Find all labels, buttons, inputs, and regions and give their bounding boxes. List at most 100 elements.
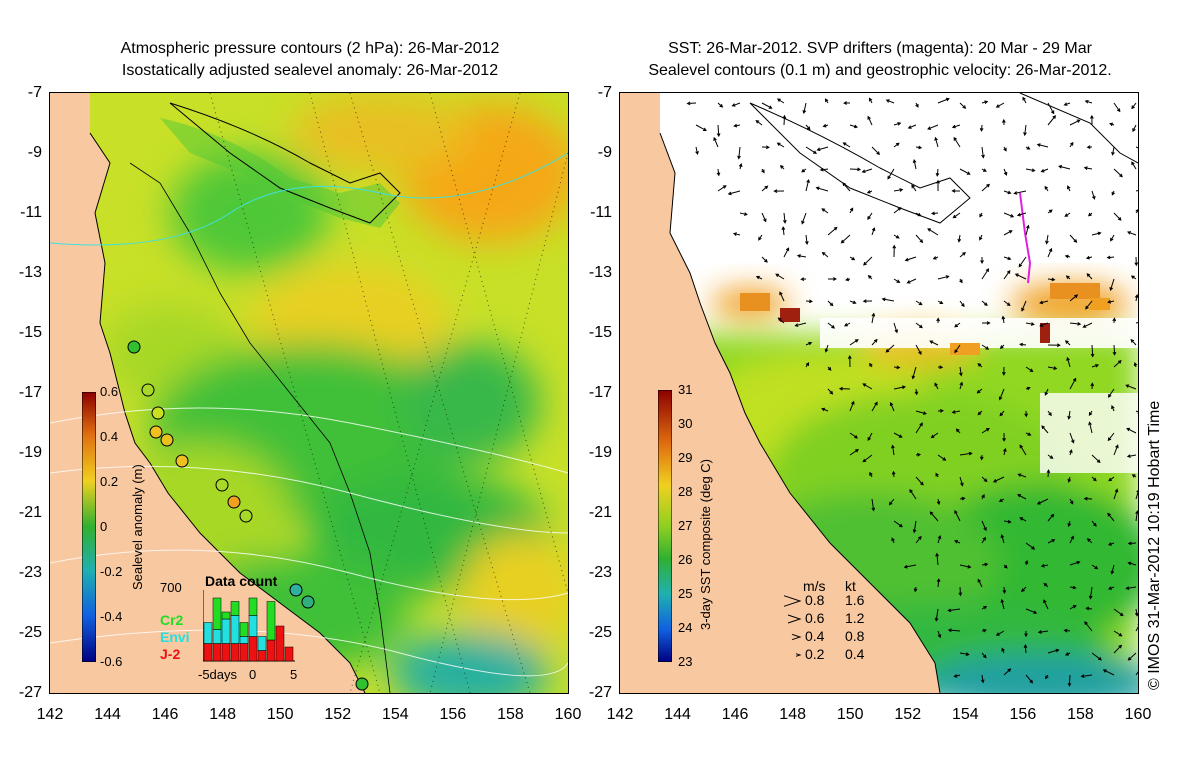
- velocity-arrow: [695, 124, 707, 131]
- velocity-arrow: [1044, 388, 1049, 396]
- lon-label: 160: [554, 706, 582, 723]
- velocity-arrow: [1113, 630, 1123, 637]
- velocity-arrow: [1001, 647, 1005, 654]
- velocity-arrow: [981, 494, 985, 500]
- velocity-legend-ms: 0.6: [805, 610, 825, 626]
- velocity-arrow: [959, 168, 971, 175]
- lat-label: -21: [588, 504, 612, 521]
- velocity-arrow: [755, 120, 763, 126]
- velocity-arrow: [893, 365, 901, 370]
- data-count-bar-envi: [203, 622, 213, 644]
- velocity-arrow: [827, 277, 837, 281]
- sst-field: [620, 93, 1138, 693]
- velocity-arrow: [1091, 363, 1100, 368]
- velocity-legend-kt: 0.8: [845, 628, 865, 644]
- data-count-bar-j2: [203, 643, 213, 662]
- velocity-arrow: [1003, 447, 1007, 456]
- velocity-arrow: [867, 432, 873, 442]
- velocity-arrow: [731, 102, 741, 107]
- velocity-arrow: [1069, 234, 1078, 243]
- velocity-arrow: [821, 251, 829, 258]
- data-count-bar-envi: [221, 618, 231, 644]
- velocity-arrow: [1090, 382, 1095, 390]
- velocity-arrow: [781, 226, 786, 236]
- velocity-arrow: [1003, 519, 1012, 524]
- data-count-bar-envi: [230, 615, 240, 644]
- velocity-arrow: [937, 97, 950, 104]
- velocity-arrow: [1069, 498, 1074, 505]
- velocity-arrow: [782, 114, 787, 126]
- velocity-arrow: [936, 498, 941, 506]
- data-count-bar-j2: [275, 625, 285, 662]
- velocity-arrow: [1065, 275, 1071, 280]
- velocity-arrow: [838, 386, 851, 391]
- velocity-arrow: [1113, 102, 1121, 113]
- velocity-arrow: [936, 179, 940, 192]
- velocity-arrow: [849, 339, 859, 346]
- velocity-arrow: [713, 136, 719, 148]
- velocity-arrow: [1108, 476, 1115, 482]
- velocity-arrow: [844, 322, 851, 327]
- velocity-arrow: [954, 322, 961, 328]
- velocity-arrow: [981, 536, 986, 544]
- velocity-arrow: [959, 451, 973, 456]
- sst-tick: 28: [678, 484, 693, 499]
- velocity-arrow: [1045, 674, 1049, 680]
- velocity-arrow: [1083, 496, 1093, 501]
- velocity-arrow: [1069, 449, 1073, 456]
- velocity-arrow: [1090, 344, 1095, 358]
- lon-label: 148: [779, 706, 806, 723]
- velocity-arrow: [1047, 539, 1056, 544]
- velocity-arrow: [1023, 124, 1027, 137]
- velocity-arrow: [981, 321, 991, 325]
- velocity-arrow: [1069, 535, 1074, 544]
- velocity-arrow: [716, 168, 721, 177]
- data-count-bar-envi: [239, 636, 249, 644]
- velocity-arrow: [927, 124, 939, 130]
- velocity-arrow: [1127, 652, 1137, 661]
- velocity-arrow: [1044, 185, 1049, 192]
- data-count-histogram: [203, 590, 295, 662]
- velocity-arrow: [1091, 520, 1097, 527]
- velocity-arrow: [1025, 366, 1034, 372]
- velocity-arrow: [1047, 277, 1056, 282]
- velocity-arrow: [1135, 489, 1138, 500]
- velocity-arrow: [995, 630, 1005, 636]
- velocity-arrow: [981, 520, 987, 532]
- velocity-arrow: [1125, 384, 1137, 390]
- velocity-arrow: [891, 537, 895, 544]
- velocity-arrow: [1047, 454, 1054, 459]
- sealevel-anomaly-map[interactable]: [50, 93, 568, 693]
- velocity-arrow: [1002, 432, 1006, 442]
- velocity-arrow: [1091, 454, 1101, 464]
- velocity-arrow: [954, 540, 961, 544]
- velocity-arrow: [1131, 474, 1137, 478]
- velocity-arrow: [1021, 300, 1027, 312]
- lon-label: 146: [721, 706, 749, 723]
- velocity-arrow: [1135, 671, 1138, 676]
- velocity-arrow: [906, 278, 917, 284]
- velocity-arrow: [992, 476, 1005, 483]
- sst-map[interactable]: [620, 93, 1138, 693]
- lon-label: 144: [664, 706, 691, 723]
- velocity-arrow: [981, 100, 989, 104]
- velocity-arrow: [733, 123, 741, 128]
- velocity-arrow: [861, 168, 873, 174]
- velocity-arrow: [821, 208, 829, 214]
- geostrophic-velocity-arrows: [686, 96, 1138, 687]
- velocity-arrow: [847, 355, 852, 368]
- velocity-arrow: [871, 312, 876, 324]
- velocity-arrow: [1107, 586, 1115, 590]
- velocity-arrow: [1047, 102, 1055, 115]
- data-count-x-label: 5: [290, 667, 298, 682]
- velocity-arrow: [1135, 146, 1138, 149]
- velocity-arrow: [1003, 146, 1007, 152]
- lat-label: -21: [18, 504, 42, 521]
- data-count-bar-cr2: [221, 611, 231, 620]
- velocity-arrow: [1113, 488, 1119, 500]
- velocity-arrow: [1025, 608, 1038, 614]
- velocity-arrow: [915, 344, 922, 356]
- velocity-arrow: [805, 146, 817, 154]
- velocity-arrow: [976, 388, 983, 394]
- velocity-arrow: [937, 408, 944, 413]
